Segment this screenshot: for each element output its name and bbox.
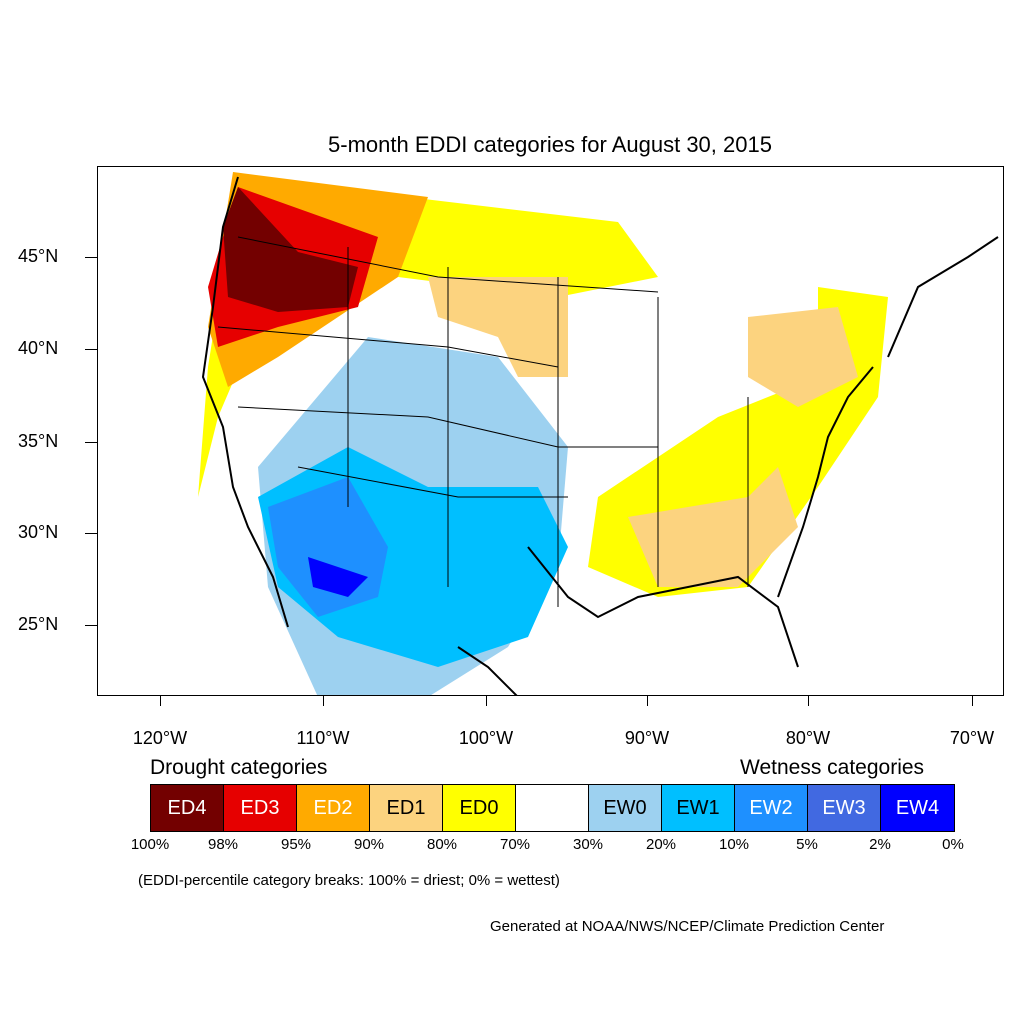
lon-tick [808,696,809,706]
ed1-region-southeast [628,467,798,587]
lon-label-100w: 100°W [458,728,514,748]
lat-tick [85,533,97,534]
ed4-region-northwest [223,187,358,312]
lat-label-25n: 25°N [18,614,59,634]
lon-label-80w: 80°W [785,728,831,748]
legend-cell-ew0: EW0 [589,785,662,831]
lon-tick [486,696,487,706]
lat-label-35n: 35°N [18,431,59,451]
legend-cell-ew4: EW4 [881,785,954,831]
lon-label-110w: 110°W [296,728,350,748]
lat-tick [85,349,97,350]
map-title: 5-month EDDI categories for August 30, 2… [328,132,772,157]
lat-tick [85,442,97,443]
coastlines [201,176,999,695]
lon-label-120w: 120°W [132,728,188,748]
lon-tick [160,696,161,706]
legend-break-label: 90% [353,836,385,853]
lon-tick [647,696,648,706]
lon-label-70w: 70°W [949,728,995,748]
legend-break-label: 0% [942,836,964,853]
category-note: (EDDI-percentile category breaks: 100% =… [138,872,560,889]
ed1-region-north [428,277,568,377]
eddi-map [198,172,999,695]
legend-cell-ed3: ED3 [224,785,297,831]
legend-cell-ew2: EW2 [735,785,808,831]
legend-cell-ew3: EW3 [808,785,881,831]
map-area [97,166,1004,696]
legend-cell-ed4: ED4 [151,785,224,831]
legend-break-label: 95% [280,836,312,853]
legend-break-label: 98% [207,836,239,853]
legend-cell-ew1: EW1 [662,785,735,831]
legend-break-label: 10% [718,836,750,853]
lon-label-90w: 90°W [624,728,670,748]
lat-label-45n: 45°N [18,246,59,266]
drought-categories-heading: Drought categories [150,756,328,779]
state-boundaries [217,236,749,607]
legend-break-label: 5% [796,836,818,853]
legend-colorbar: ED4 ED3 ED2 ED1 ED0 EW0 EW1 EW2 EW3 EW4 [150,784,955,832]
lat-tick [85,257,97,258]
legend-cell-ed0: ED0 [443,785,516,831]
lat-label-40n: 40°N [18,338,59,358]
legend-break-label: 2% [869,836,891,853]
wetness-categories-heading: Wetness categories [740,756,925,779]
legend-break-label: 20% [645,836,677,853]
lon-tick [323,696,324,706]
legend-break-label: 30% [572,836,604,853]
credit-line: Generated at NOAA/NWS/NCEP/Climate Predi… [490,918,885,935]
legend-break-label: 80% [426,836,458,853]
category-regions [198,172,888,695]
legend-cell-ed2: ED2 [297,785,370,831]
legend-break-label: 70% [499,836,531,853]
lat-label-30n: 30°N [18,522,59,542]
legend-break-label: 100% [130,836,170,853]
legend-cell-neutral [516,785,589,831]
lon-tick [972,696,973,706]
legend-cell-ed1: ED1 [370,785,443,831]
ew4-region-southwest [308,557,368,597]
lat-tick [85,625,97,626]
ed1-region-northeast [748,307,858,407]
